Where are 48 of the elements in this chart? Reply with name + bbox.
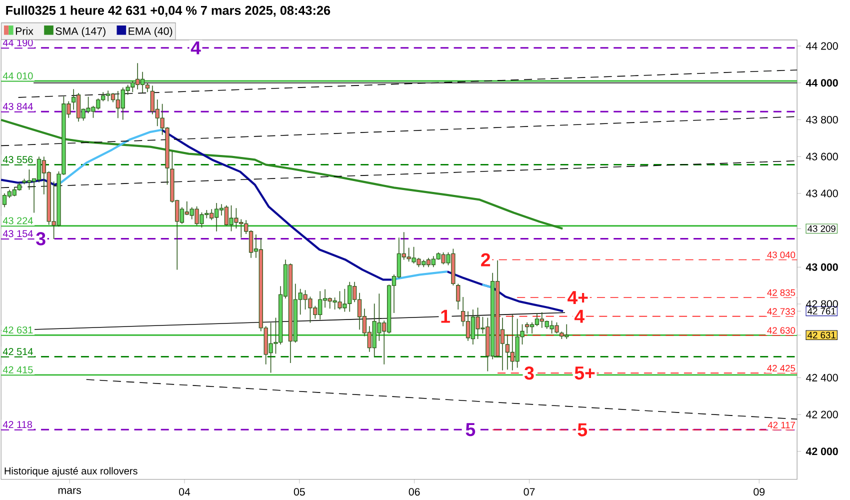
ref-line-label: 42 415 — [2, 366, 33, 374]
y-tick-label: 42 200 — [806, 410, 838, 418]
y-tick-label: 43 000 — [806, 263, 838, 271]
annotation: 2 — [481, 253, 490, 266]
x-tick-label: 05 — [294, 488, 305, 496]
ref-line-label: 43 556 — [2, 156, 33, 164]
y-tick-label: 44 200 — [806, 42, 838, 50]
ref-line-label: 42 631 — [2, 326, 33, 334]
y-tick-label: 42 761 — [808, 308, 836, 314]
ref-line-label: 42 118 — [2, 420, 32, 428]
y-tick-label: 44 000 — [806, 79, 838, 87]
y-tick-label: 42 000 — [806, 448, 838, 456]
annotation: 5 — [578, 423, 588, 436]
x-tick-label: 07 — [524, 488, 535, 496]
ref-line-label: 43 154 — [2, 230, 33, 238]
legend-label: EMA (40) — [128, 27, 172, 37]
x-tick-label: 09 — [754, 488, 765, 496]
annotation: 42 733 — [767, 308, 796, 315]
y-tick-label: 43 600 — [806, 152, 838, 160]
annotation: 4 — [574, 310, 584, 323]
annotation: 5 — [466, 423, 476, 436]
annotation: 1 — [441, 310, 450, 323]
x-tick-label: 06 — [408, 488, 420, 496]
chart-title: Full0325 1 heure 42 631 +0,04 % 7 mars 2025, 08:43:26 — [6, 6, 330, 17]
ref-line-label: 42 514 — [2, 348, 33, 356]
annotation: Historique ajusté aux rollovers — [4, 467, 138, 476]
y-tick-label: 42 400 — [806, 374, 838, 382]
y-tick-label: 43 400 — [806, 190, 838, 198]
ref-line-label: 44 010 — [2, 72, 33, 80]
ref-line-label: 43 844 — [2, 102, 33, 110]
y-tick-label: 43 800 — [806, 116, 838, 124]
legend-label: SMA (147) — [56, 27, 106, 37]
annotation: 3 — [36, 232, 46, 246]
ref-line-label: 43 224 — [2, 217, 33, 224]
annotation: 4+ — [568, 291, 588, 304]
annotation: 42 630 — [767, 327, 796, 334]
annotation: 3 — [524, 366, 534, 380]
y-tick-label: 42 800 — [806, 300, 838, 308]
x-tick-label: 04 — [178, 488, 190, 496]
annotation: 42 835 — [767, 289, 796, 296]
annotation: 43 040 — [767, 252, 796, 258]
legend-label: Prix — [16, 27, 34, 35]
annotation: 42 425 — [767, 364, 796, 372]
annotation: 42 117 — [768, 422, 796, 428]
annotation: 5+ — [574, 366, 595, 380]
y-tick-label: 43 209 — [808, 225, 836, 232]
x-tick-label: mars — [58, 488, 82, 494]
annotation: 4 — [190, 41, 201, 54]
